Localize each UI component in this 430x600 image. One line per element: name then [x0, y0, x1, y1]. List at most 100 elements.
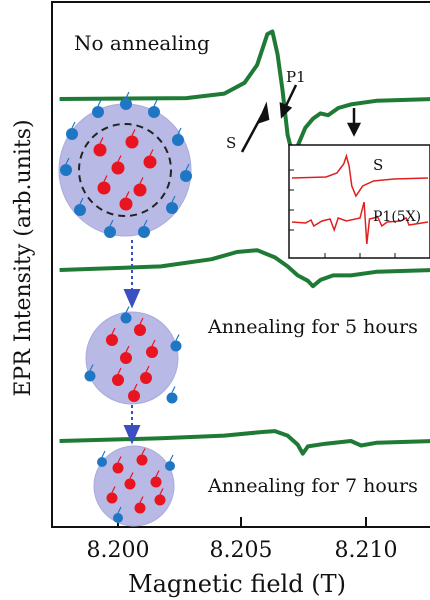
spin-arrow	[109, 219, 114, 227]
outer-atom	[166, 202, 178, 214]
inset-ticks	[289, 169, 396, 258]
transition-arrows	[123, 240, 141, 445]
inner-atom	[128, 390, 140, 402]
spin-arrow	[159, 488, 164, 495]
inner-atom	[146, 346, 158, 358]
inner-atom	[120, 352, 132, 364]
x-tick-label-8-205: 8.205	[210, 538, 273, 563]
inner-atom	[150, 476, 162, 488]
spin-arrow	[129, 472, 134, 479]
inner-atom	[125, 135, 139, 149]
spin-arrow	[111, 486, 116, 493]
spin-arrow	[143, 219, 148, 227]
spin-arrow	[97, 99, 102, 107]
spin-arrow	[125, 91, 130, 99]
s-annotation: S	[226, 134, 236, 152]
p1-arrow-head	[279, 102, 293, 119]
spin-arrow	[185, 163, 190, 171]
outer-atom	[180, 170, 192, 182]
spin-arrow	[169, 454, 174, 462]
particle-illustration-2	[84, 306, 182, 405]
spin-arrow	[103, 175, 108, 182]
inset-label-p1: P1(5X)	[373, 209, 421, 225]
spin-arrow	[139, 496, 144, 503]
trace-label-annealing-5h: Annealing for 5 hours	[207, 316, 418, 338]
x-tick-label-8-200: 8.200	[87, 538, 150, 563]
inner-atom	[119, 197, 133, 211]
spin-arrow	[125, 191, 130, 198]
outer-atom	[74, 204, 86, 216]
dashed-shell-boundary	[78, 123, 172, 217]
spin-arrow	[139, 317, 144, 325]
particle-illustration-1	[58, 91, 192, 238]
trace-annealing-5h	[59, 248, 430, 289]
p1-arrow-line	[283, 84, 298, 109]
inner-atom	[124, 478, 136, 490]
outer-atom	[120, 98, 132, 110]
spin-arrow	[117, 367, 122, 375]
outer-atom	[97, 457, 107, 467]
spin-arrow	[111, 327, 116, 335]
feature-arrows	[240, 84, 362, 153]
spin-arrow	[153, 99, 158, 107]
inset-label-s: S	[373, 156, 383, 174]
spin-arrow	[171, 195, 176, 203]
spin-arrow	[149, 149, 154, 156]
spin-arrow	[79, 197, 84, 205]
spin-arrow	[155, 470, 160, 477]
transition-arrow-head	[123, 289, 141, 309]
spin-arrow	[101, 450, 106, 458]
outer-atom	[138, 226, 150, 238]
inner-atom	[154, 494, 166, 506]
spin-arrow	[177, 127, 182, 135]
outer-atom	[120, 312, 132, 324]
x-axis-label: Magnetic field (T)	[128, 570, 346, 598]
outer-atom	[84, 370, 96, 382]
spin-arrow	[171, 386, 176, 393]
inner-atom	[134, 502, 146, 514]
outer-atom	[113, 513, 123, 523]
spin-arrow	[65, 157, 70, 165]
inner-atom	[111, 161, 125, 175]
inset-frame	[288, 144, 430, 259]
inner-atom	[136, 454, 148, 466]
outer-atom	[148, 106, 160, 118]
spin-arrow	[175, 334, 180, 341]
inner-atom	[133, 183, 147, 197]
inner-atom	[93, 143, 107, 157]
p1-annotation: P1	[286, 68, 306, 86]
outer-atom	[166, 392, 178, 404]
outer-atom	[92, 106, 104, 118]
plot-frame	[51, 1, 430, 528]
spin-arrow	[141, 448, 146, 455]
particle-illustration-3	[93, 445, 175, 527]
spin-arrow	[151, 339, 156, 347]
spin-arrow	[131, 129, 136, 136]
spin-arrow	[71, 121, 76, 129]
spin-arrow	[117, 155, 122, 162]
inner-atom	[112, 374, 124, 386]
outer-atom	[172, 134, 184, 146]
outer-atom	[170, 340, 182, 352]
spin-arrow	[145, 365, 150, 373]
outer-atom	[104, 226, 116, 238]
inset-arrow-head	[346, 122, 362, 137]
inner-atom	[97, 181, 111, 195]
inner-atom	[106, 492, 118, 504]
spin-arrow	[117, 506, 122, 514]
spin-arrow	[133, 383, 138, 391]
spin-arrow	[139, 177, 144, 184]
trace-annealing-7h	[59, 429, 430, 456]
y-axis-label: EPR Intensity (arb.units)	[11, 119, 36, 396]
trace-label-no-annealing: No annealing	[74, 31, 210, 55]
inner-atom	[112, 462, 124, 474]
s-arrow-head	[256, 101, 270, 125]
inset-trace-s	[291, 153, 429, 198]
outer-atom	[60, 164, 72, 176]
inner-atom	[143, 155, 157, 169]
x-tick-label-8-210: 8.210	[335, 538, 398, 563]
spin-arrow	[99, 137, 104, 144]
outer-atom	[165, 461, 175, 471]
spin-arrow	[125, 345, 130, 353]
